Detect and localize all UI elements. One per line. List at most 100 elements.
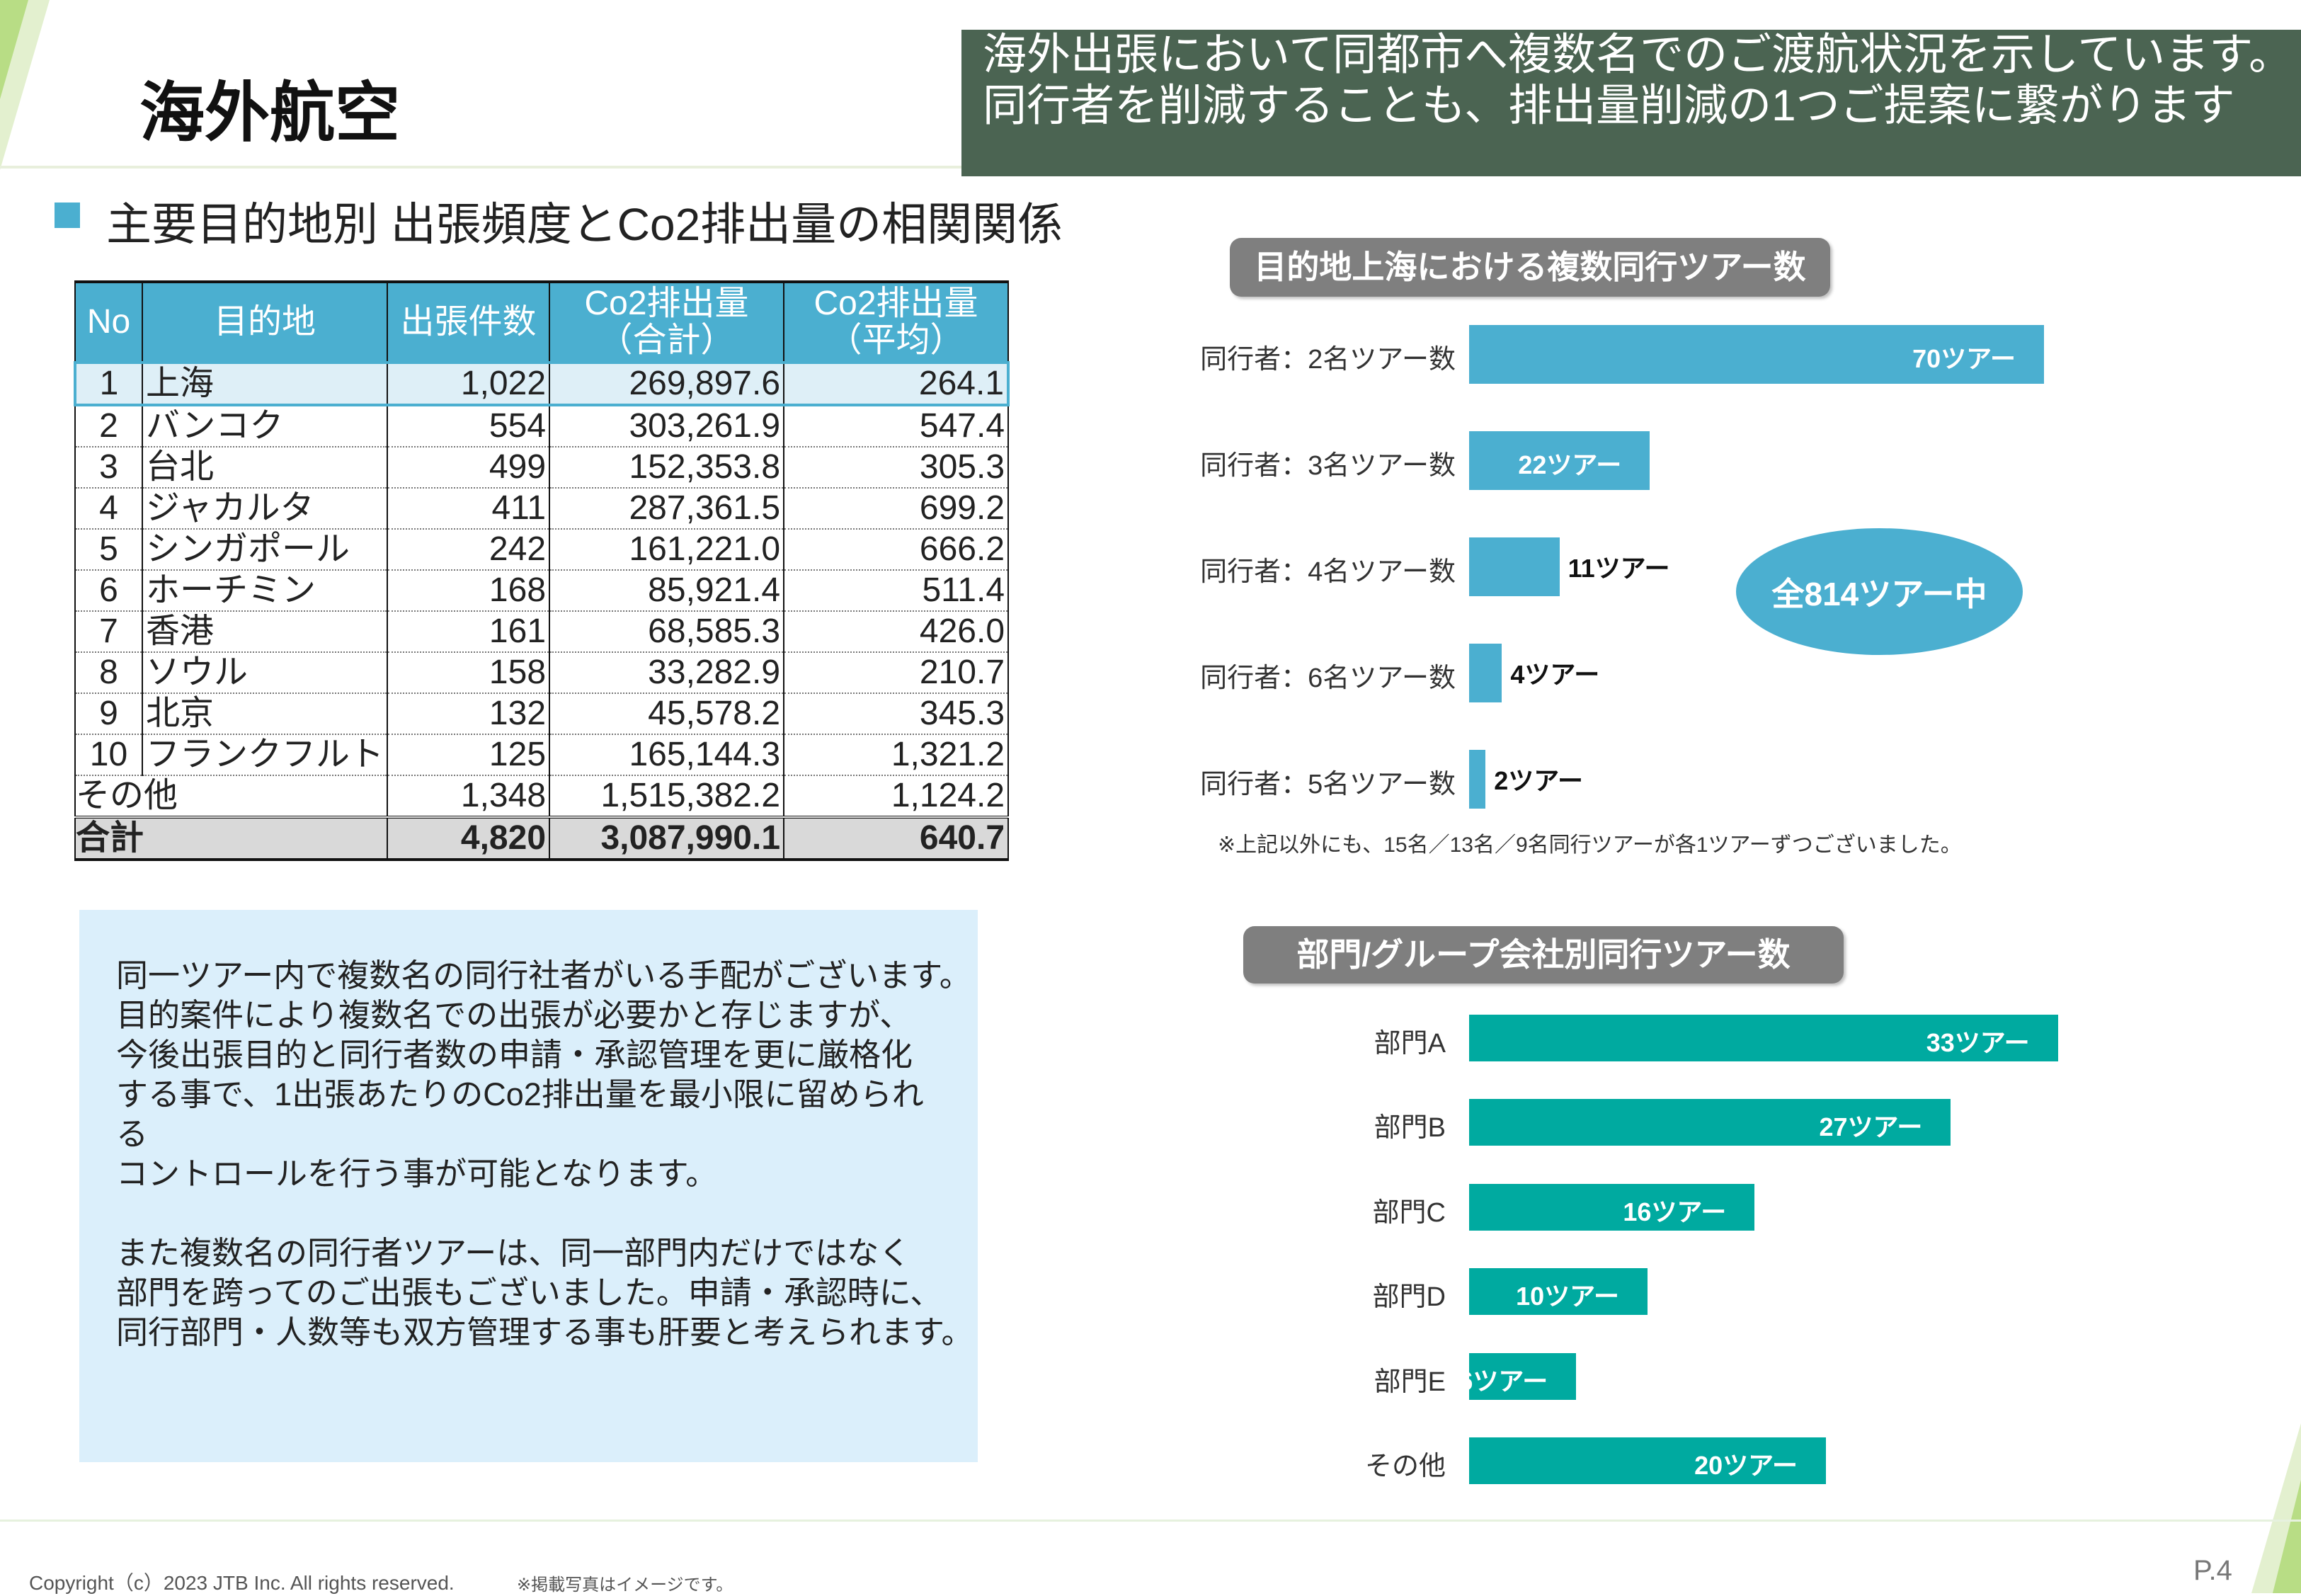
cell-avg: 1,124.2 [783, 775, 1010, 819]
chart2-title: 部門/グループ会社別同行ツアー数 [1243, 926, 1844, 984]
cell-co2-avg: 547.4 [783, 405, 1010, 448]
col-header-co2-total: Co2排出量 （合計） [549, 280, 785, 363]
table-row: 2 バンコク 554 303,261.9 547.4 [74, 405, 1010, 448]
cell-co2-avg: 210.7 [783, 652, 1010, 694]
cell-destination: ジャカルタ [141, 488, 389, 530]
footer-divider [0, 1520, 2301, 1522]
cell-co2-avg: 699.2 [783, 488, 1010, 530]
cell-co2-avg: 305.3 [783, 447, 1010, 489]
col-header-count: 出張件数 [387, 280, 551, 363]
table-row: 8 ソウル 158 33,282.9 210.7 [74, 652, 1010, 694]
bar-value-label: 10ツアー [1516, 1282, 1619, 1311]
commentary-line: する事で、1出張あたりのCo2排出量を最小限に留められ [116, 1076, 924, 1112]
cell-destination: バンコク [141, 405, 389, 448]
cell-no: 8 [74, 652, 143, 694]
bar-value-label: 70ツアー [1912, 344, 2016, 373]
table-row: 3 台北 499 152,353.8 305.3 [74, 447, 1010, 489]
cell-co2-avg: 345.3 [783, 693, 1010, 735]
cell-count: 132 [387, 693, 551, 735]
cell-no: 3 [74, 447, 143, 489]
cell-co2-total: 303,261.9 [549, 405, 785, 448]
cell-no: 1 [74, 361, 143, 406]
table-row: 7 香港 161 68,585.3 426.0 [74, 611, 1010, 653]
commentary-line: 目的案件により複数名での出張が必要かと存じますが、 [116, 997, 912, 1033]
bar-category-label: 同行者：5名ツアー数 [1200, 770, 1456, 799]
copyright: Copyright（c）2023 JTB Inc. All rights res… [29, 1572, 455, 1594]
cell-co2-total: 165,144.3 [549, 734, 785, 776]
bar-value-label: 6ツアー [1458, 1366, 1548, 1396]
cell-co2-total: 68,585.3 [549, 611, 785, 653]
cell-destination: 香港 [141, 611, 389, 653]
cell-count: 161 [387, 611, 551, 653]
cell-no: 7 [74, 611, 143, 653]
bullet-square-icon [55, 203, 80, 228]
cell-avg: 640.7 [783, 816, 1010, 861]
bar [1469, 324, 2044, 384]
cell-count: 411 [387, 488, 551, 530]
table-row: 6 ホーチミン 168 85,921.4 511.4 [74, 570, 1010, 612]
commentary-box: 同一ツアー内で複数名の同行社者がいる手配がございます。 目的案件により複数名での出… [79, 910, 978, 1462]
cell-destination: シンガポール [141, 529, 389, 571]
bar [1469, 1099, 1951, 1146]
table-row: 5 シンガポール 242 161,221.0 666.2 [74, 529, 1010, 571]
table-row: 1 上海 1,022 269,897.6 264.1 [74, 361, 1010, 406]
cell-co2-total: 45,578.2 [549, 693, 785, 735]
decorative-corner-bottom-right [2251, 1423, 2301, 1593]
chart1-title: 目的地上海における複数同行ツアー数 [1230, 238, 1830, 297]
bar-category-label: 部門A [1374, 1029, 1446, 1059]
cell-co2-total: 287,361.5 [549, 488, 785, 530]
commentary-line: コントロールを行う事が可能となります。 [116, 1156, 718, 1192]
table-row: 4 ジャカルタ 411 287,361.5 699.2 [74, 488, 1010, 530]
cell-destination: フランクフルト [141, 734, 389, 776]
bar-category-label: 部門E [1374, 1367, 1446, 1397]
bar-value-label: 33ツアー [1926, 1028, 2030, 1057]
cell-co2-avg: 666.2 [783, 529, 1010, 571]
photo-note: ※掲載写真はイメージです。 [517, 1575, 733, 1595]
bar [1469, 431, 1650, 490]
bar-category-label: 同行者：2名ツアー数 [1200, 345, 1456, 375]
commentary-line: 部門を跨ってのご出張もございました。申請・承認時に、 [116, 1275, 942, 1311]
bar [1469, 1183, 1755, 1231]
commentary-line: また複数名の同行者ツアーは、同一部門内だけではなく [116, 1235, 911, 1271]
cell-total: 3,087,990.1 [549, 816, 785, 861]
cell-no: 4 [74, 488, 143, 530]
commentary-line: 今後出張目的と同行者数の申請・承認管理を更に厳格化 [116, 1037, 913, 1073]
bar [1469, 537, 1560, 596]
commentary-paragraph-2: また複数名の同行者ツアーは、同一部門内だけではなく 部門を跨ってのご出張もございま… [116, 1233, 978, 1352]
table-row: 9 北京 132 45,578.2 345.3 [74, 693, 1010, 735]
table-other-row: その他 1,348 1,515,382.2 1,124.2 [74, 775, 1010, 819]
page-number: P.4 [2193, 1555, 2232, 1586]
commentary-paragraph-1: 同一ツアー内で複数名の同行社者がいる手配がございます。 目的案件により複数名での出… [116, 956, 978, 1194]
bar-category-label: 同行者：4名ツアー数 [1200, 557, 1456, 587]
destination-co2-table: No 目的地 出張件数 Co2排出量 （合計） Co2排出量 （平均） 1 上海 1… [74, 280, 1010, 861]
header-message-line: 同行者を削減することも、排出量削減の1つご提案に繋がります [983, 81, 2235, 130]
cell-co2-avg: 1,321.2 [783, 734, 1010, 776]
table-total-row: 合計 4,820 3,087,990.1 640.7 [74, 816, 1010, 861]
bar [1469, 1437, 1826, 1484]
commentary-line: 同一ツアー内で複数名の同行社者がいる手配がございます。 [116, 957, 971, 993]
bar [1469, 643, 1502, 702]
cell-co2-total: 85,921.4 [549, 570, 785, 612]
cell-co2-avg: 511.4 [783, 570, 1010, 612]
cell-destination: 台北 [141, 447, 389, 489]
bar-category-label: 部門B [1374, 1113, 1446, 1144]
col-header-no: No [74, 280, 143, 363]
bar-value-label: 16ツアー [1623, 1197, 1727, 1226]
bar-category-label: 同行者：3名ツアー数 [1200, 451, 1456, 481]
table-row: 10 フランクフルト 125 165,144.3 1,321.2 [74, 734, 1010, 776]
cell-no: 5 [74, 529, 143, 571]
cell-no: 6 [74, 570, 143, 612]
bar-category-label: 部門C [1372, 1197, 1446, 1228]
decorative-corner-top-left [0, 0, 50, 170]
bar [1469, 1268, 1648, 1316]
commentary-line: 同行部門・人数等も双方管理する事も肝要と考えられます。 [116, 1314, 974, 1350]
cell-destination: 北京 [141, 693, 389, 735]
cell-count: 1,348 [387, 775, 551, 819]
page-title: 海外航空 [139, 77, 401, 149]
bar-value-label: 27ツアー [1819, 1112, 1923, 1142]
cell-co2-avg: 264.1 [783, 361, 1010, 406]
title-divider [0, 166, 961, 169]
header-message-box: 海外出張において同都市へ複数名でのご渡航状況を示しています。 同行者を削減するこ… [961, 30, 2301, 176]
commentary-line: る [116, 1116, 149, 1152]
cell-count: 1,022 [387, 361, 551, 406]
